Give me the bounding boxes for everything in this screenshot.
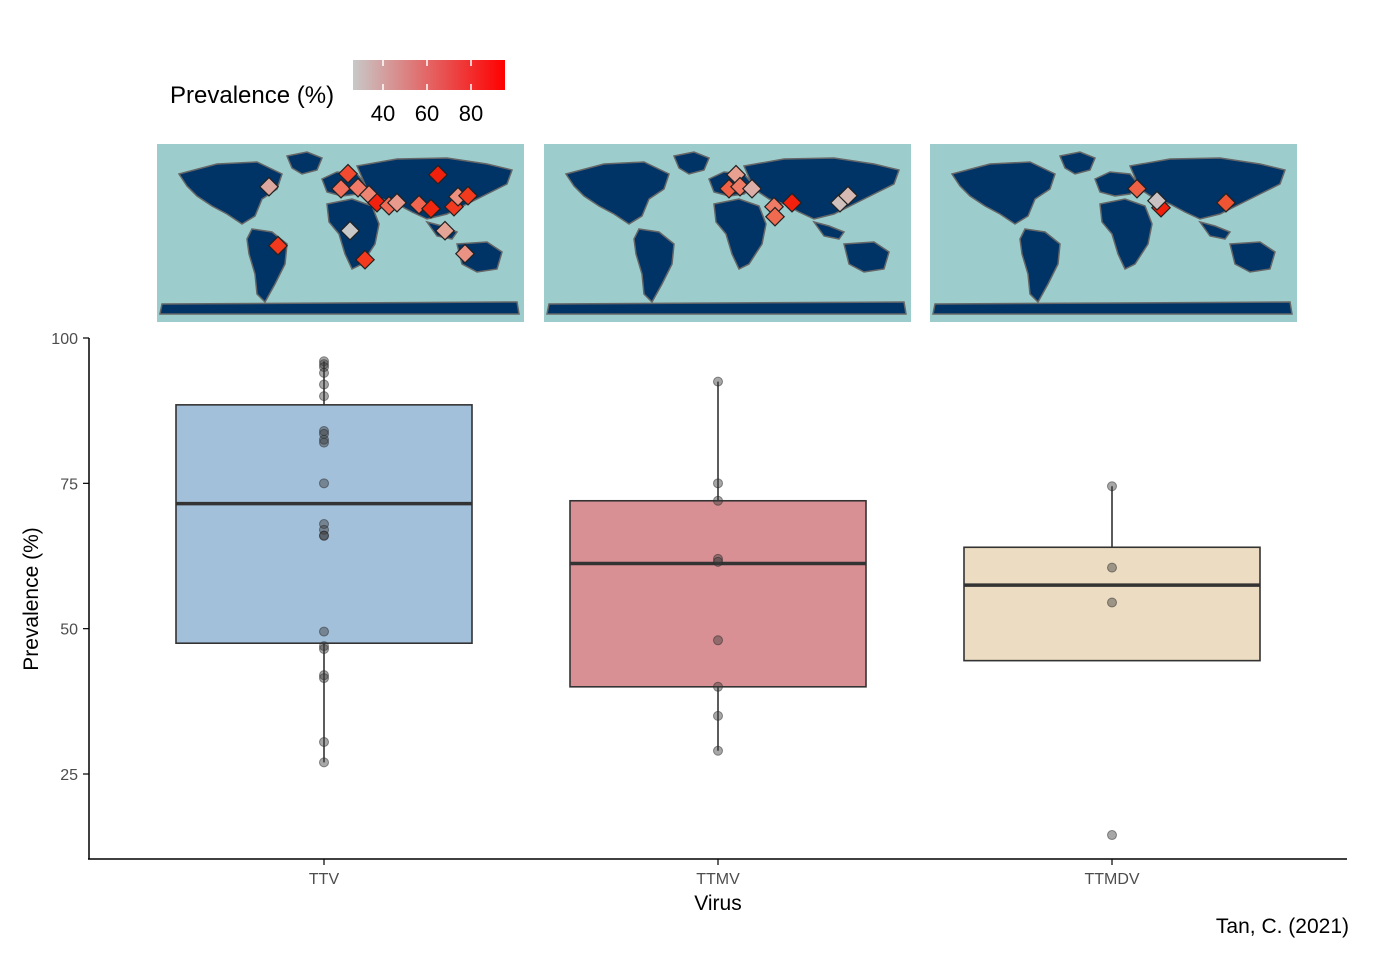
x-tick-label: TTV — [309, 871, 340, 888]
legend-tick-label: 60 — [415, 101, 439, 126]
y-tick-label: 25 — [60, 767, 78, 784]
data-point — [1107, 562, 1117, 573]
y-tick-label: 50 — [60, 622, 78, 639]
legend-title: Prevalence (%) — [170, 82, 334, 109]
color-legend: Prevalence (%) 40 60 80 — [170, 60, 505, 126]
data-point — [713, 553, 723, 564]
map-marker — [339, 220, 361, 241]
y-axis-label: Prevalence (%) — [20, 527, 43, 671]
data-point — [713, 745, 723, 756]
data-point — [319, 641, 329, 652]
data-point — [319, 434, 329, 445]
map-marker — [764, 206, 786, 227]
map-marker — [457, 185, 479, 206]
data-point — [713, 681, 723, 692]
x-tick-label: TTMDV — [1084, 871, 1139, 888]
legend-tick-label: 80 — [459, 101, 483, 126]
map-marker — [386, 192, 408, 213]
map-marker — [258, 176, 280, 197]
map-marker — [1146, 190, 1168, 211]
data-point — [319, 478, 329, 489]
y-ticks: 25 50 75 100 — [51, 331, 89, 784]
box-ttmdv — [963, 481, 1261, 841]
legend-colorbar — [353, 60, 505, 90]
boxes — [175, 356, 1261, 841]
data-point — [319, 737, 329, 748]
y-tick-label: 100 — [51, 331, 78, 348]
map-marker — [781, 192, 803, 213]
map-panel-ttmdv — [930, 144, 1297, 322]
map-markers — [718, 164, 859, 227]
map-marker — [354, 249, 376, 270]
boxplot: 25 50 75 100 TTV TTMV TTMDV Virus Prevalence … — [20, 331, 1347, 915]
map-panel-ttmv — [544, 144, 911, 322]
data-point — [319, 670, 329, 681]
y-tick-label: 75 — [60, 476, 78, 493]
box-ttv — [175, 356, 473, 768]
box-ttmv — [569, 376, 867, 756]
map-markers — [258, 163, 479, 270]
data-point — [713, 478, 723, 489]
data-point — [713, 635, 723, 646]
x-axis-label: Virus — [694, 892, 741, 915]
map-marker — [837, 185, 859, 206]
data-point — [713, 495, 723, 506]
credit-text: Tan, C. (2021) — [1216, 915, 1349, 938]
box-body — [569, 499, 867, 688]
data-point — [713, 710, 723, 721]
legend-tick-label: 40 — [371, 101, 395, 126]
x-tick-label: TTMV — [696, 871, 740, 888]
map-marker — [427, 164, 449, 185]
map-marker — [337, 163, 359, 184]
map-marker — [1215, 192, 1237, 213]
data-point — [319, 644, 329, 655]
data-point — [1107, 597, 1117, 608]
box-body — [963, 546, 1261, 662]
data-point — [319, 673, 329, 684]
data-point — [319, 437, 329, 448]
data-point — [1107, 830, 1117, 841]
x-ticks: TTV TTMV TTMDV — [309, 859, 1140, 888]
map-marker — [741, 178, 763, 199]
data-point — [319, 367, 329, 378]
data-point — [319, 757, 329, 768]
data-point — [319, 379, 329, 390]
map-markers — [1126, 178, 1237, 218]
map-marker — [330, 178, 352, 199]
data-point — [713, 556, 723, 567]
map-marker — [267, 235, 289, 256]
map-marker — [420, 198, 442, 219]
map-marker — [434, 220, 456, 241]
data-point — [713, 376, 723, 387]
data-point — [319, 530, 329, 541]
data-point — [1107, 481, 1117, 492]
data-point — [319, 391, 329, 402]
map-marker — [1126, 178, 1148, 199]
map-marker — [454, 243, 476, 264]
data-point — [319, 626, 329, 637]
map-panel-ttv — [157, 144, 524, 322]
